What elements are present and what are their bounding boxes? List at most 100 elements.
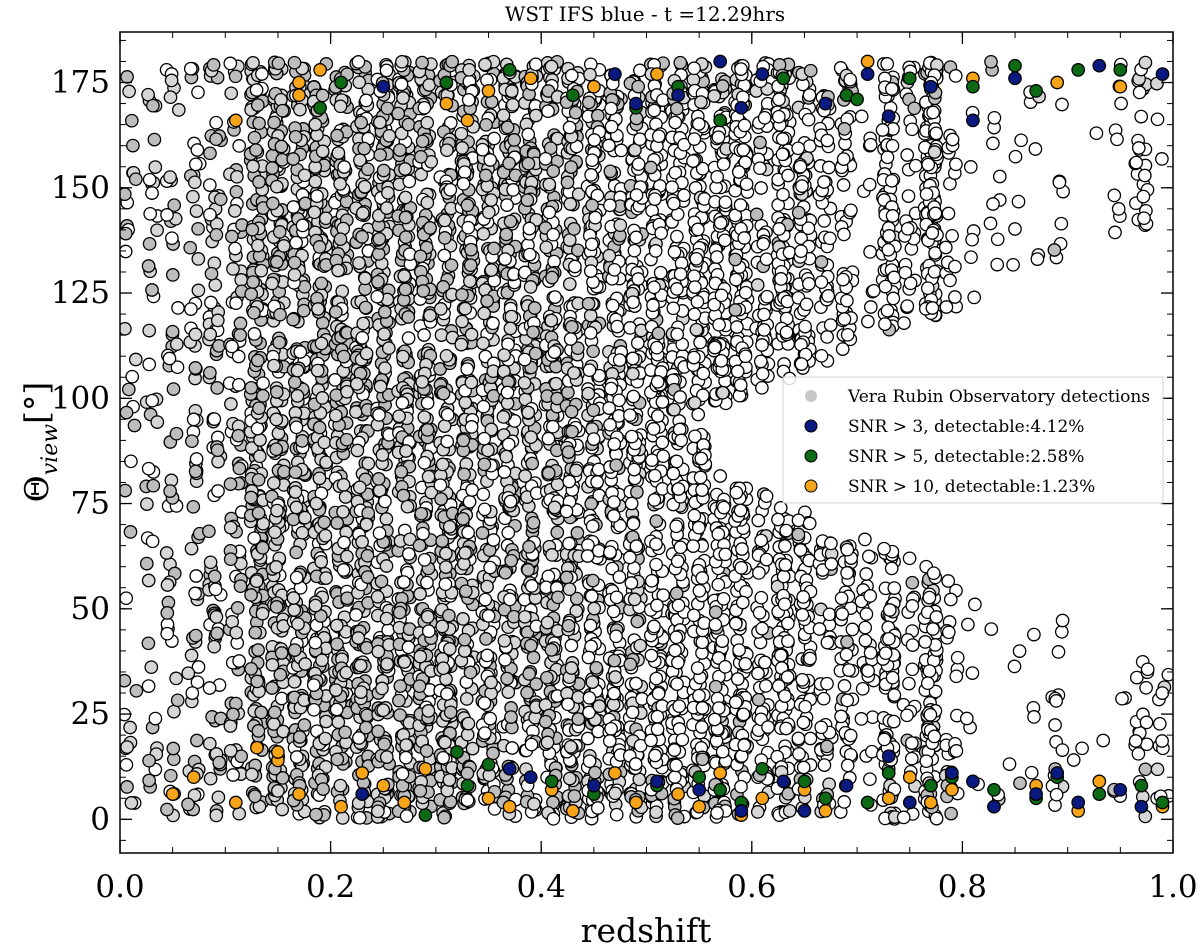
data-point-simulated — [251, 643, 265, 657]
data-point-simulated — [265, 196, 280, 211]
data-point-simulated — [329, 702, 344, 717]
data-point-simulated — [124, 796, 139, 810]
data-point-simulated — [651, 326, 666, 341]
data-point-simulated — [562, 233, 577, 247]
data-point-simulated — [244, 287, 259, 302]
data-point-simulated — [269, 442, 284, 457]
data-point-simulated — [695, 635, 710, 650]
data-point-simulated — [266, 476, 281, 490]
data-point-simulated — [524, 638, 538, 653]
data-point-simulated — [373, 379, 388, 394]
data-point-simulated — [349, 377, 364, 391]
data-point-simulated — [463, 665, 478, 680]
data-point-simulated — [419, 744, 434, 758]
data-point-simulated — [644, 573, 659, 588]
data-point-simulated — [560, 175, 575, 190]
data-point-simulated — [379, 559, 394, 573]
data-point-simulated — [162, 351, 177, 366]
data-point-simulated — [189, 569, 204, 583]
data-point-simulated — [613, 218, 628, 233]
data-point-simulated — [443, 705, 458, 720]
data-point-simulated — [392, 605, 407, 620]
data-point-simulated — [377, 327, 392, 341]
data-point-simulated — [398, 190, 413, 205]
data-point-simulated — [121, 382, 136, 397]
data-point-simulated — [252, 175, 266, 189]
data-point-simulated — [544, 313, 559, 328]
data-point-simulated — [433, 478, 448, 493]
data-point-simulated — [399, 750, 413, 765]
data-point-simulated — [269, 412, 284, 427]
data-point-simulated — [518, 609, 532, 624]
data-point-simulated — [376, 163, 391, 178]
data-point-simulated — [479, 632, 493, 646]
data-point-simulated — [540, 615, 555, 630]
data-point-simulated — [421, 624, 436, 639]
data-point-simulated — [145, 393, 160, 408]
data-point-simulated — [331, 263, 345, 278]
data-point-simulated — [233, 316, 248, 331]
data-point-simulated — [582, 690, 597, 705]
data-point-simulated — [401, 331, 416, 345]
data-point-simulated — [352, 256, 366, 270]
data-point-simulated — [524, 430, 538, 445]
data-point-simulated — [648, 748, 662, 763]
data-point-simulated — [184, 302, 198, 316]
data-point-simulated — [397, 269, 412, 283]
data-point-simulated — [668, 115, 683, 130]
data-point-simulated — [692, 688, 706, 703]
data-point-simulated — [355, 330, 370, 345]
data-point-simulated — [209, 808, 224, 823]
data-point-simulated — [564, 661, 579, 675]
data-point-simulated — [191, 660, 206, 674]
data-point-simulated — [465, 483, 479, 497]
data-point-simulated — [414, 149, 428, 164]
data-point-simulated — [396, 91, 410, 105]
data-point-simulated — [128, 352, 143, 367]
data-point-simulated — [143, 206, 158, 221]
data-point-simulated — [244, 588, 258, 602]
data-point-simulated — [693, 470, 708, 485]
data-point-simulated — [541, 104, 555, 119]
data-point-simulated — [308, 117, 323, 132]
data-point-simulated — [442, 608, 456, 623]
data-point-simulated — [339, 432, 354, 447]
data-point-simulated — [420, 423, 435, 437]
data-point-simulated — [202, 681, 217, 695]
data-point-simulated — [669, 519, 684, 534]
data-point-simulated — [415, 134, 430, 149]
data-point-simulated — [191, 252, 206, 266]
data-point-simulated — [504, 84, 519, 99]
data-point-simulated — [671, 482, 686, 496]
data-point-simulated — [185, 434, 199, 449]
data-point-simulated — [686, 608, 701, 623]
data-point-simulated — [230, 601, 245, 615]
data-point-simulated — [167, 704, 181, 719]
data-point-simulated — [354, 685, 368, 699]
data-point-simulated — [287, 55, 302, 70]
data-point-simulated — [120, 591, 134, 606]
data-point-simulated — [289, 545, 304, 560]
data-point-simulated — [442, 519, 457, 534]
data-point-simulated — [500, 198, 514, 212]
data-point-simulated — [399, 738, 414, 752]
data-point-simulated — [142, 323, 157, 338]
data-point-simulated — [124, 454, 138, 469]
data-point-simulated — [247, 531, 262, 546]
data-point-simulated — [476, 227, 491, 241]
data-point-simulated — [272, 225, 287, 239]
data-point-simulated — [417, 455, 432, 470]
data-point-simulated — [649, 514, 664, 528]
data-point-simulated — [607, 686, 621, 701]
data-point-simulated — [123, 525, 138, 539]
data-point-simulated — [359, 517, 374, 532]
data-point-simulated — [504, 710, 518, 724]
data-point-simulated — [209, 610, 224, 624]
data-point-simulated — [649, 671, 664, 686]
data-point-simulated — [312, 420, 327, 435]
data-point-simulated — [686, 72, 701, 87]
data-point-simulated — [349, 608, 363, 622]
data-point-simulated — [361, 456, 376, 471]
data-point-simulated — [307, 205, 322, 220]
